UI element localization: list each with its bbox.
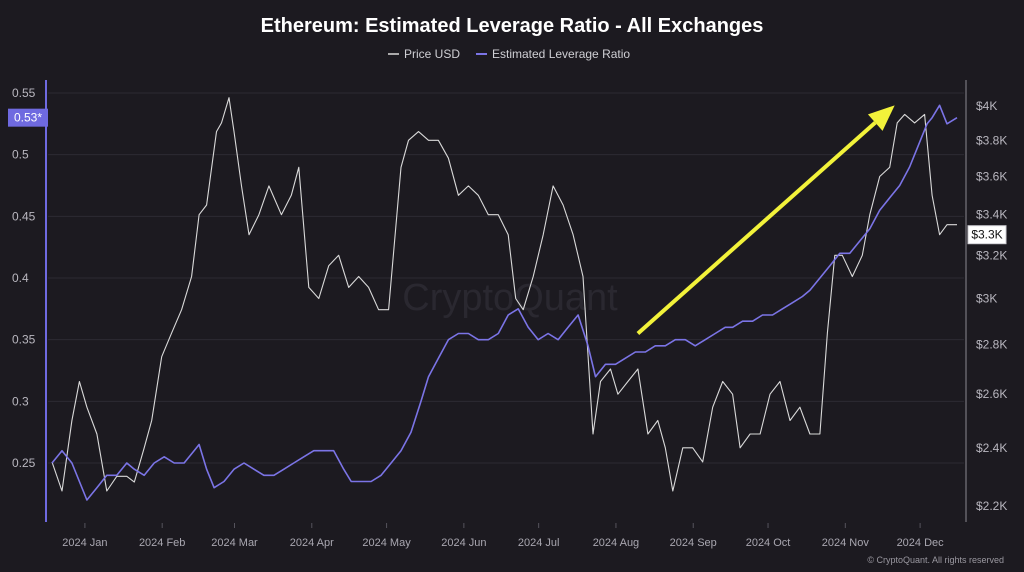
right-tick-label: $2.2K (976, 499, 1007, 513)
left-tick-label: 0.5 (12, 148, 29, 162)
right-ticks: $2.2K $2.4K $2.6K $2.8K $3K $3.2K $3.4K $3.6K $3… (976, 99, 1007, 513)
left-tick-label: 0.45 (12, 209, 36, 223)
x-tick-label: 2024 Mar (211, 537, 258, 549)
watermark: CryptoQuant (402, 277, 618, 319)
left-tick-label: 0.4 (12, 271, 29, 285)
right-tick-label: $3.4K (976, 208, 1007, 222)
right-value-badge-label: $3.3K (971, 228, 1002, 242)
copyright-note: © CryptoQuant. All rights reserved (867, 555, 1004, 565)
x-tick-label: 2024 Feb (139, 537, 185, 549)
x-ticks: 2024 Jan 2024 Feb 2024 Mar 2024 Apr 2024 May… (62, 523, 944, 549)
x-tick-label: 2024 Dec (897, 537, 945, 549)
right-value-badge (967, 225, 1007, 245)
gridlines (48, 92, 964, 464)
left-tick-label: 0.55 (12, 86, 36, 100)
x-tick-label: 2024 May (362, 537, 411, 549)
x-tick-label: 2024 Sep (670, 537, 717, 549)
left-ticks: 0.25 0.3 0.35 0.4 0.45 0.5 0.55 (12, 86, 36, 470)
x-tick-label: 2024 Jul (518, 537, 560, 549)
right-tick-label: $3.2K (976, 248, 1007, 262)
arrow-shaft (636, 121, 877, 335)
right-badge: $3.3K (967, 225, 1007, 245)
right-tick-label: $2.6K (976, 387, 1007, 401)
right-tick-label: $3.6K (976, 169, 1007, 183)
left-tick-label: 0.25 (12, 456, 36, 470)
leverage-ratio-line (51, 104, 958, 501)
left-value-badge-label: 0.53* (14, 111, 42, 125)
left-tick-label: 0.3 (12, 394, 29, 408)
arrow-head (867, 105, 895, 131)
right-tick-label: $2.4K (976, 441, 1007, 455)
left-value-badge (8, 108, 48, 127)
right-tick-label: $3.8K (976, 133, 1007, 147)
x-tick-label: 2024 Aug (593, 537, 640, 549)
left-badge: 0.53* (8, 108, 48, 127)
series-lines (51, 97, 958, 501)
legend-label-price: Price USD (404, 47, 460, 61)
legend-label-leverage: Estimated Leverage Ratio (492, 47, 630, 61)
chart-title: Ethereum: Estimated Leverage Ratio - All… (261, 15, 764, 37)
right-tick-label: $3K (976, 291, 997, 305)
x-tick-label: 2024 Nov (822, 537, 870, 549)
annotation-arrow (636, 105, 895, 335)
x-tick-label: 2024 Apr (290, 537, 334, 549)
price-usd-line (51, 97, 957, 492)
x-tick-label: 2024 Jun (441, 537, 486, 549)
left-tick-label: 0.35 (12, 333, 36, 347)
legend: Price USD Estimated Leverage Ratio (388, 47, 630, 61)
x-tick-label: 2024 Oct (746, 537, 791, 549)
x-tick-label: 2024 Jan (62, 537, 107, 549)
right-tick-label: $4K (976, 99, 997, 113)
right-tick-label: $2.8K (976, 338, 1007, 352)
